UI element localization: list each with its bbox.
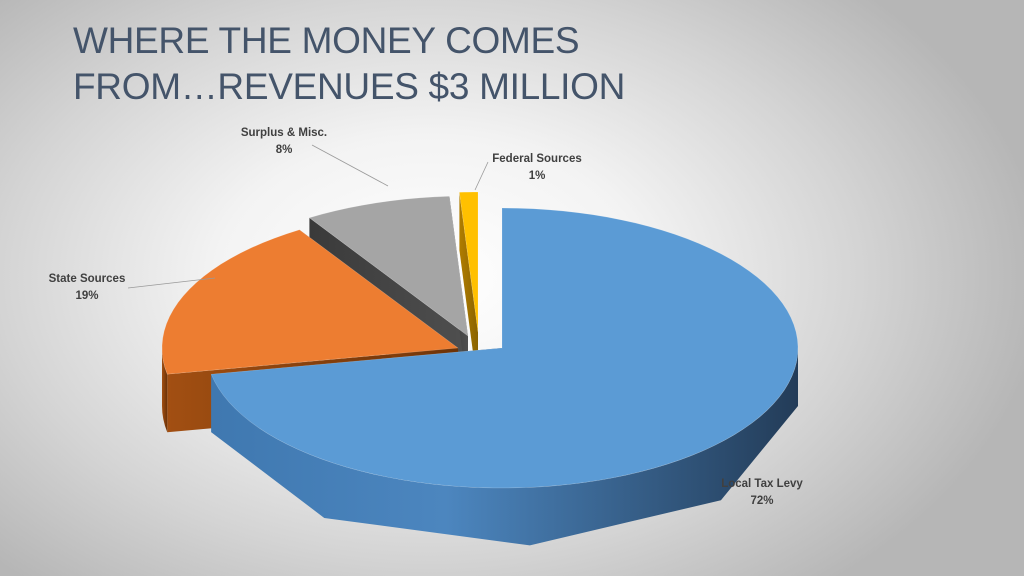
- slice-local-tax-levy: [210, 207, 799, 546]
- slice-federal-sources-cut-face-1: [459, 192, 478, 390]
- slice-state-sources-outer-wall-1: [162, 348, 168, 433]
- slice-local-tax-levy-top: [210, 207, 799, 489]
- slice-state-sources-top: [161, 229, 459, 375]
- slice-state-sources-leader-line: [127, 277, 216, 289]
- slice-surplus-misc-top: [308, 195, 469, 337]
- slice-surplus-misc-leader-line: [311, 144, 389, 187]
- title-line-1: WHERE THE MONEY COMES: [73, 20, 580, 61]
- slice-federal-sources: [459, 191, 479, 390]
- slice-federal-sources-category-label: Federal Sources: [492, 153, 581, 165]
- slice-state-sources-percent-label: 19%: [75, 290, 98, 302]
- slide-title: WHERE THE MONEY COMES FROM…REVENUES $3 M…: [73, 18, 713, 110]
- slice-federal-sources-percent-label: 1%: [529, 170, 546, 182]
- slice-local-tax-levy-outer-wall-1: [211, 348, 799, 546]
- slice-federal-sources-top: [459, 191, 479, 333]
- slice-local-tax-levy-percent-label: 72%: [750, 495, 773, 507]
- slice-surplus-misc-category-label: Surplus & Misc.: [241, 127, 327, 139]
- slice-federal-sources-leader-line: [474, 161, 489, 191]
- slice-surplus-misc-percent-label: 8%: [276, 144, 293, 156]
- title-line-2: FROM…REVENUES $3 MILLION: [73, 66, 626, 107]
- slice-local-tax-levy-category-label: Local Tax Levy: [721, 478, 803, 490]
- slice-state-sources-category-label: State Sources: [49, 273, 126, 285]
